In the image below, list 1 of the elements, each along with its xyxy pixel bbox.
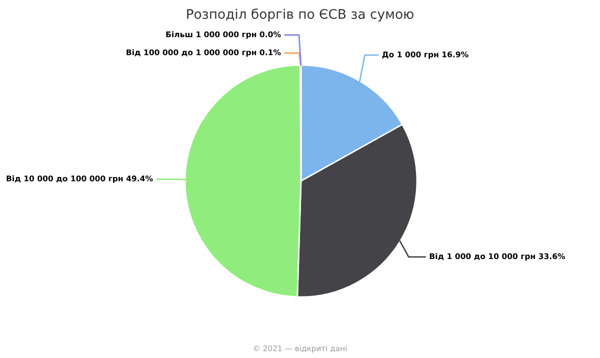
chart-title: Розподіл боргів по ЄСВ за сумою	[187, 8, 414, 22]
